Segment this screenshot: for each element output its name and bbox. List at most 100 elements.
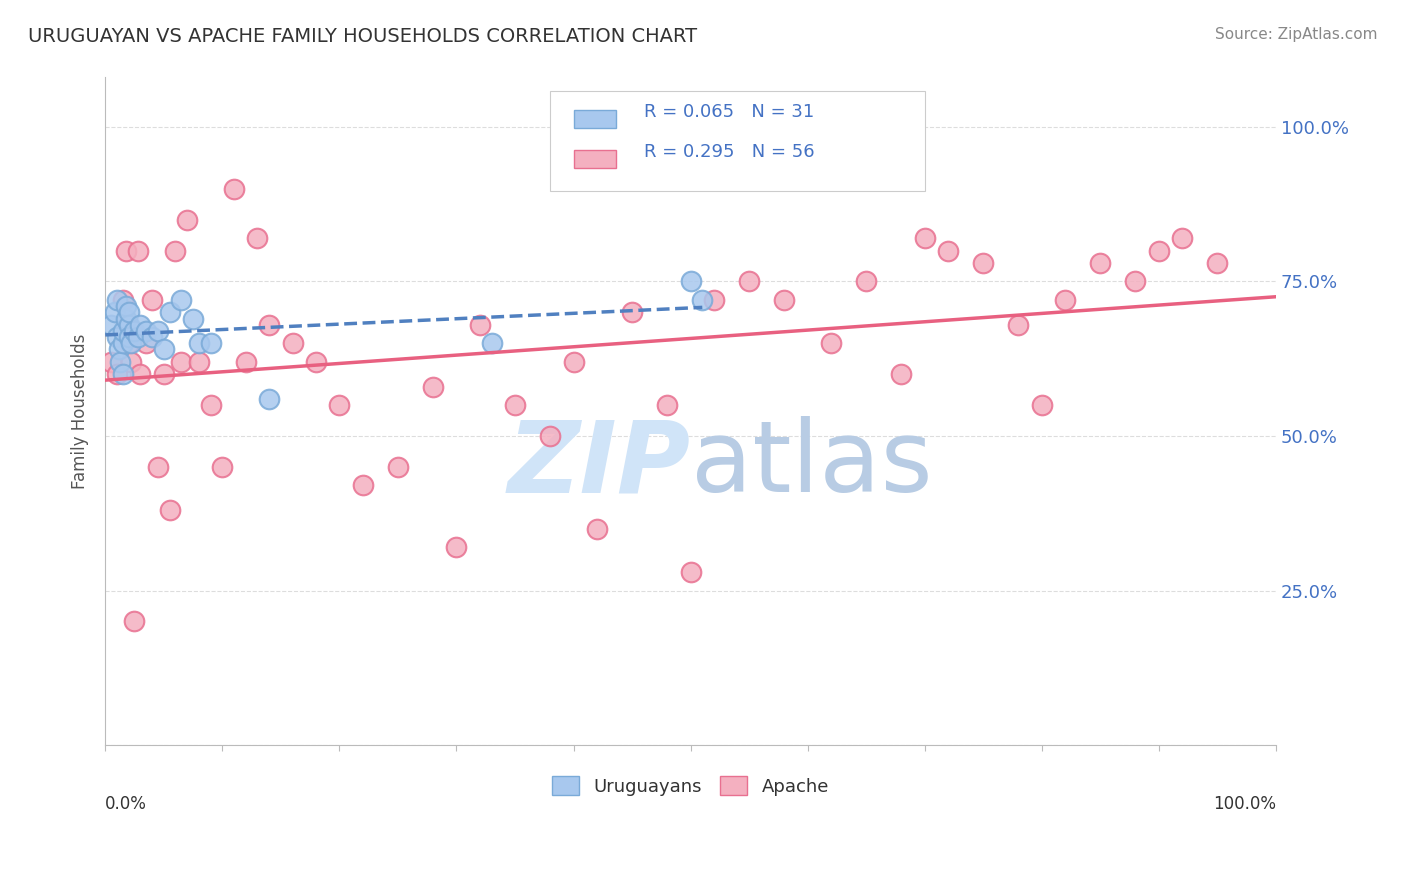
Point bbox=[170, 355, 193, 369]
Point bbox=[481, 336, 503, 351]
Point bbox=[124, 615, 146, 629]
Point bbox=[468, 318, 491, 332]
Point bbox=[111, 293, 134, 307]
Point bbox=[621, 305, 644, 319]
Point bbox=[111, 367, 134, 381]
Point bbox=[120, 336, 142, 351]
Point bbox=[187, 336, 209, 351]
Point bbox=[146, 459, 169, 474]
Point bbox=[503, 398, 526, 412]
Point bbox=[135, 324, 157, 338]
FancyBboxPatch shape bbox=[574, 111, 616, 128]
Point bbox=[129, 367, 152, 381]
Point bbox=[690, 293, 713, 307]
Point bbox=[129, 318, 152, 332]
Point bbox=[108, 343, 131, 357]
Point bbox=[1125, 275, 1147, 289]
Text: Source: ZipAtlas.com: Source: ZipAtlas.com bbox=[1215, 27, 1378, 42]
Point bbox=[1206, 256, 1229, 270]
Point bbox=[170, 293, 193, 307]
Point bbox=[562, 355, 585, 369]
Text: atlas: atlas bbox=[690, 417, 932, 513]
Point bbox=[679, 565, 702, 579]
Point bbox=[105, 293, 128, 307]
Point bbox=[200, 336, 222, 351]
Point bbox=[1031, 398, 1053, 412]
Point bbox=[328, 398, 350, 412]
Point bbox=[187, 355, 209, 369]
Point bbox=[103, 305, 125, 319]
Point bbox=[1054, 293, 1077, 307]
Point bbox=[152, 367, 174, 381]
Y-axis label: Family Households: Family Households bbox=[72, 334, 89, 489]
Point bbox=[200, 398, 222, 412]
Text: R = 0.065   N = 31: R = 0.065 N = 31 bbox=[644, 103, 814, 121]
Point bbox=[890, 367, 912, 381]
FancyBboxPatch shape bbox=[574, 151, 616, 168]
Text: 0.0%: 0.0% bbox=[105, 795, 148, 814]
Point bbox=[1007, 318, 1029, 332]
Point bbox=[100, 318, 122, 332]
Point bbox=[305, 355, 328, 369]
Point bbox=[387, 459, 409, 474]
Point bbox=[1147, 244, 1170, 258]
Point bbox=[115, 244, 138, 258]
Point bbox=[159, 305, 181, 319]
Point bbox=[176, 212, 198, 227]
Point bbox=[972, 256, 994, 270]
Point bbox=[141, 330, 163, 344]
Point bbox=[135, 336, 157, 351]
Point bbox=[141, 293, 163, 307]
Point bbox=[1171, 231, 1194, 245]
Point bbox=[117, 336, 139, 351]
Point bbox=[422, 379, 444, 393]
Point bbox=[246, 231, 269, 245]
Text: URUGUAYAN VS APACHE FAMILY HOUSEHOLDS CORRELATION CHART: URUGUAYAN VS APACHE FAMILY HOUSEHOLDS CO… bbox=[28, 27, 697, 45]
Point bbox=[738, 275, 761, 289]
Point bbox=[115, 311, 138, 326]
Point bbox=[820, 336, 842, 351]
Point bbox=[222, 182, 245, 196]
Legend: Uruguayans, Apache: Uruguayans, Apache bbox=[546, 769, 837, 803]
Point bbox=[100, 355, 122, 369]
Point bbox=[914, 231, 936, 245]
Point bbox=[115, 299, 138, 313]
Point bbox=[446, 540, 468, 554]
Point bbox=[127, 330, 149, 344]
Point bbox=[855, 275, 877, 289]
Point bbox=[127, 244, 149, 258]
Point bbox=[117, 330, 139, 344]
Point bbox=[181, 311, 204, 326]
Point bbox=[235, 355, 257, 369]
Point bbox=[146, 324, 169, 338]
Point bbox=[773, 293, 796, 307]
Point bbox=[352, 478, 374, 492]
Text: ZIP: ZIP bbox=[508, 417, 690, 513]
Point bbox=[936, 244, 959, 258]
Point bbox=[257, 392, 280, 406]
Point bbox=[165, 244, 187, 258]
Point bbox=[159, 503, 181, 517]
Point bbox=[257, 318, 280, 332]
Point bbox=[211, 459, 233, 474]
Point bbox=[657, 398, 679, 412]
Text: R = 0.295   N = 56: R = 0.295 N = 56 bbox=[644, 144, 814, 161]
Point bbox=[117, 305, 139, 319]
Point bbox=[152, 343, 174, 357]
Point bbox=[117, 318, 139, 332]
FancyBboxPatch shape bbox=[550, 91, 925, 191]
Point bbox=[105, 367, 128, 381]
Point bbox=[120, 355, 142, 369]
Point bbox=[105, 330, 128, 344]
Point bbox=[538, 429, 561, 443]
Point bbox=[111, 336, 134, 351]
Point bbox=[124, 324, 146, 338]
Point bbox=[703, 293, 725, 307]
Point bbox=[1090, 256, 1112, 270]
Point bbox=[111, 324, 134, 338]
Point bbox=[586, 522, 609, 536]
Point bbox=[110, 355, 132, 369]
Point bbox=[281, 336, 304, 351]
Point bbox=[679, 275, 702, 289]
Text: 100.0%: 100.0% bbox=[1213, 795, 1277, 814]
